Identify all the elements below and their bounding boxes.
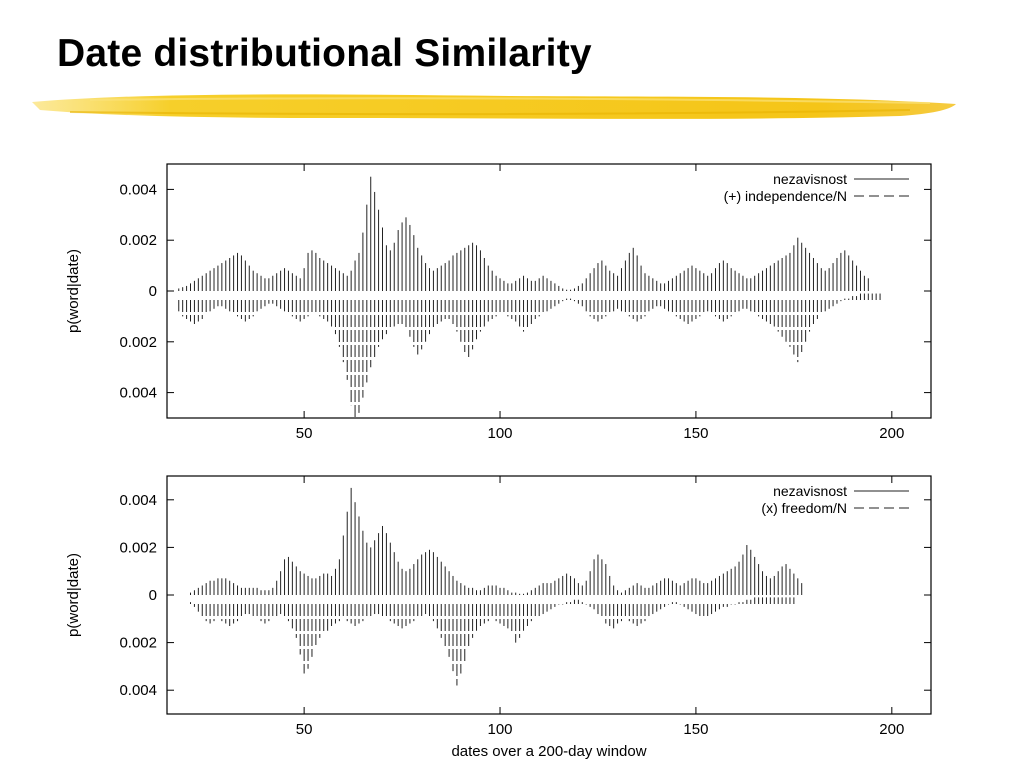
y-tick-label: 0.004 [119, 385, 157, 402]
y-tick-label: 0.004 [119, 492, 157, 509]
y-tick-label: 0.004 [119, 682, 157, 699]
y-axis-label: p(word|date) [65, 249, 82, 333]
y-tick-label: 0.004 [119, 181, 157, 198]
y-tick-label: 0 [149, 587, 157, 604]
chart-bottom: 0.004 0.002 0 0.002 0.004 50 100 150 200 p(word|d… [65, 475, 932, 738]
x-tick-label: 50 [296, 425, 313, 442]
y-tick-label: 0.002 [119, 334, 157, 351]
x-tick-label: 150 [683, 425, 708, 442]
legend-label: (+) independence/N [724, 188, 847, 204]
y-tick-label: 0.002 [119, 539, 157, 556]
x-tick-label: 50 [296, 721, 313, 738]
x-tick-label: 100 [488, 721, 513, 738]
slide-title: Date distributional Similarity [57, 32, 592, 75]
legend-label: (x) freedom/N [761, 500, 847, 516]
legend-label: nezavisnost [773, 483, 847, 499]
chart-top: 0.004 0.002 0 0.002 0.004 50 100 150 200 p(word|d… [65, 163, 932, 442]
y-tick-label: 0 [149, 283, 157, 300]
series-negative [178, 293, 881, 418]
x-tick-label: 100 [488, 425, 513, 442]
series-negative [190, 597, 795, 686]
x-axis-label: dates over a 200-day window [451, 743, 647, 760]
series-positive [190, 487, 803, 595]
x-tick-label: 200 [879, 721, 904, 738]
series-positive [178, 176, 869, 291]
y-tick-label: 0.002 [119, 232, 157, 249]
highlight-brush-stroke [32, 94, 956, 119]
y-axis-label: p(word|date) [65, 553, 82, 637]
x-tick-label: 200 [879, 425, 904, 442]
x-tick-label: 150 [683, 721, 708, 738]
y-tick-label: 0.002 [119, 635, 157, 652]
legend-label: nezavisnost [773, 171, 847, 187]
